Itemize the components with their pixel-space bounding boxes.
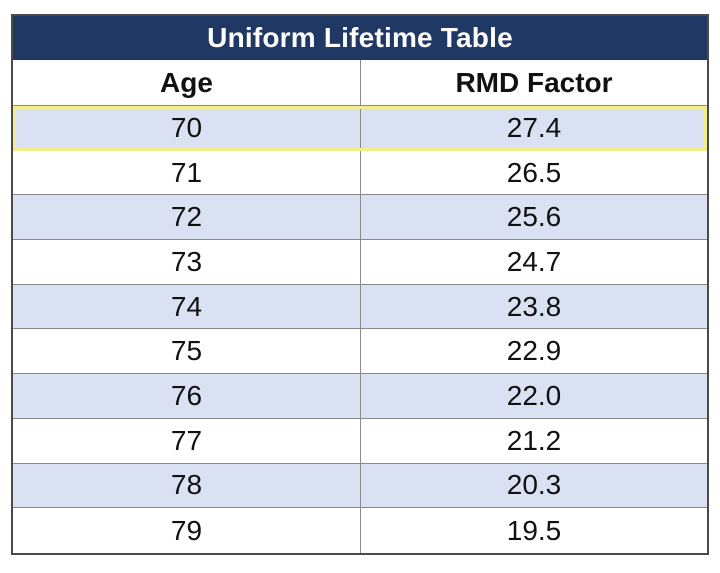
table-row: 73 24.7: [13, 240, 707, 285]
table-row: 74 23.8: [13, 284, 707, 330]
age-cell: 70: [13, 106, 361, 150]
uniform-lifetime-table: Uniform Lifetime Table Age RMD Factor 70…: [11, 14, 709, 555]
rmd-factor-cell: 22.0: [506, 379, 562, 411]
rmd-factor-cell: 20.3: [506, 469, 562, 501]
table-row: 76 22.0: [13, 374, 707, 419]
table-row: 77 21.2: [13, 418, 707, 464]
table-row: 71 26.5: [13, 150, 707, 196]
age-cell: 76: [13, 374, 361, 418]
age-cell: 71: [13, 150, 361, 195]
column-header-age: Age: [13, 60, 361, 105]
age-cell: 79: [13, 508, 361, 553]
rmd-factor-cell: 22.9: [506, 335, 562, 367]
table-header-row: Age RMD Factor: [13, 60, 707, 106]
table-title: Uniform Lifetime Table: [13, 16, 707, 60]
age-cell: 78: [13, 463, 361, 508]
rmd-factor-cell: 21.2: [506, 424, 562, 456]
rmd-factor-cell: 25.6: [506, 201, 562, 233]
rmd-factor-cell: 19.5: [506, 514, 562, 546]
age-cell: 77: [13, 418, 361, 463]
table-row: 78 20.3: [13, 463, 707, 509]
rmd-factor-cell: 23.8: [506, 290, 562, 322]
age-cell: 72: [13, 195, 361, 240]
table-row: 79 19.5: [13, 508, 707, 553]
rmd-factor-cell: 24.7: [506, 245, 562, 277]
age-cell: 75: [13, 329, 361, 374]
rmd-factor-cell: 26.5: [506, 156, 562, 188]
table-row: 72 25.6: [13, 195, 707, 241]
table-row: 70 27.4: [13, 106, 707, 151]
age-cell: 74: [13, 284, 361, 329]
column-header-rmd-factor: RMD Factor: [455, 66, 613, 98]
age-cell: 73: [13, 240, 361, 284]
rmd-factor-cell: 27.4: [506, 111, 562, 143]
table-row: 75 22.9: [13, 329, 707, 375]
